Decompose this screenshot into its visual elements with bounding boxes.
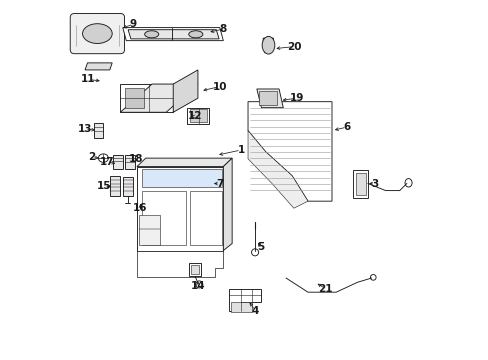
Text: 10: 10 [212, 81, 226, 91]
Polygon shape [247, 102, 331, 201]
Bar [355, 173, 365, 195]
Text: 11: 11 [81, 75, 96, 85]
Ellipse shape [195, 281, 203, 288]
Polygon shape [173, 70, 198, 112]
Ellipse shape [404, 179, 411, 187]
Ellipse shape [196, 178, 201, 182]
Ellipse shape [82, 24, 112, 44]
Text: 1: 1 [237, 145, 244, 155]
Ellipse shape [188, 31, 203, 38]
Polygon shape [142, 169, 221, 187]
Polygon shape [122, 28, 223, 41]
Ellipse shape [203, 178, 208, 182]
Text: 2: 2 [88, 152, 96, 162]
Text: 6: 6 [343, 122, 350, 132]
Ellipse shape [203, 182, 208, 186]
Polygon shape [223, 158, 232, 251]
Bar [139, 215, 160, 245]
Polygon shape [85, 63, 112, 70]
Polygon shape [168, 169, 225, 187]
Text: 15: 15 [97, 181, 111, 192]
Text: 12: 12 [187, 112, 202, 121]
Polygon shape [189, 109, 206, 122]
Ellipse shape [196, 174, 201, 178]
Ellipse shape [251, 249, 258, 256]
Polygon shape [137, 167, 223, 251]
Ellipse shape [203, 174, 208, 178]
Text: 8: 8 [219, 24, 226, 34]
Ellipse shape [175, 182, 180, 186]
Ellipse shape [189, 169, 194, 173]
Polygon shape [256, 89, 283, 108]
Bar [188, 263, 201, 276]
Ellipse shape [262, 36, 274, 54]
Polygon shape [137, 158, 232, 167]
Text: 19: 19 [289, 93, 303, 103]
Polygon shape [120, 84, 173, 112]
Polygon shape [258, 91, 276, 105]
Ellipse shape [370, 275, 375, 280]
Bar [190, 265, 198, 274]
Text: 5: 5 [256, 242, 264, 252]
Bar [352, 170, 367, 198]
Polygon shape [263, 38, 273, 53]
Text: 9: 9 [129, 19, 137, 29]
Text: 17: 17 [100, 157, 114, 167]
Text: 20: 20 [286, 42, 301, 51]
Text: 16: 16 [133, 203, 147, 212]
Ellipse shape [175, 174, 180, 178]
Text: 7: 7 [216, 179, 223, 189]
Ellipse shape [189, 182, 194, 186]
Polygon shape [187, 108, 209, 123]
FancyBboxPatch shape [70, 13, 124, 54]
Ellipse shape [182, 182, 186, 186]
Polygon shape [125, 87, 143, 108]
Ellipse shape [144, 31, 159, 38]
Ellipse shape [203, 169, 208, 173]
Text: 3: 3 [371, 179, 378, 189]
Ellipse shape [182, 169, 186, 173]
Text: 13: 13 [78, 124, 92, 134]
Bar [113, 154, 123, 169]
Ellipse shape [196, 169, 201, 173]
Bar [125, 154, 135, 170]
Ellipse shape [182, 178, 186, 182]
Polygon shape [128, 30, 219, 39]
Ellipse shape [175, 178, 180, 182]
Polygon shape [137, 251, 223, 277]
Bar [109, 176, 120, 196]
Text: 18: 18 [128, 154, 143, 164]
Ellipse shape [196, 182, 201, 186]
Bar [122, 177, 132, 195]
Ellipse shape [189, 174, 194, 178]
Ellipse shape [175, 169, 180, 173]
Polygon shape [247, 131, 307, 208]
Bar [142, 190, 186, 245]
Text: 14: 14 [190, 281, 205, 291]
Text: 4: 4 [251, 306, 258, 315]
Polygon shape [228, 289, 261, 311]
Bar [93, 123, 103, 138]
Ellipse shape [182, 174, 186, 178]
Text: 21: 21 [318, 284, 332, 294]
Bar [189, 190, 221, 245]
Ellipse shape [98, 154, 108, 162]
Polygon shape [120, 84, 198, 112]
Ellipse shape [189, 178, 194, 182]
Bar [231, 302, 251, 312]
